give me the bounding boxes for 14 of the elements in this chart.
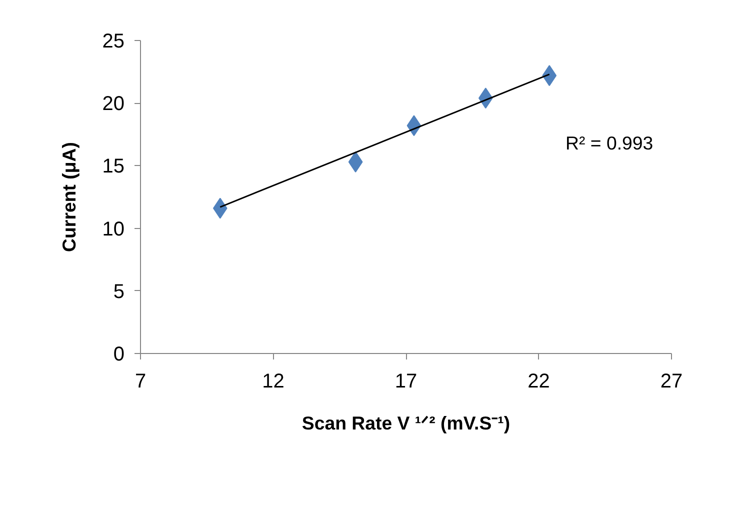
x-tick-label: 22 <box>528 370 550 392</box>
y-tick-label: 15 <box>102 156 125 178</box>
y-tick-label: 0 <box>113 344 124 366</box>
x-tick-label: 17 <box>394 370 418 392</box>
x-tick-label: 7 <box>134 370 146 392</box>
x-tick-label: 12 <box>262 370 284 392</box>
y-axis-title: Current (μA) <box>58 142 80 252</box>
x-axis-title: Scan Rate V ¹ᐟ² (mV.S⁻¹) <box>302 412 510 434</box>
y-tick-label: 5 <box>113 280 124 303</box>
x-tick-label: 27 <box>660 370 683 392</box>
y-tick-label: 25 <box>102 30 125 52</box>
y-tick-label: 20 <box>102 93 125 116</box>
annotation: R² = 0.993 <box>566 132 654 154</box>
y-tick-label: 10 <box>102 218 125 240</box>
